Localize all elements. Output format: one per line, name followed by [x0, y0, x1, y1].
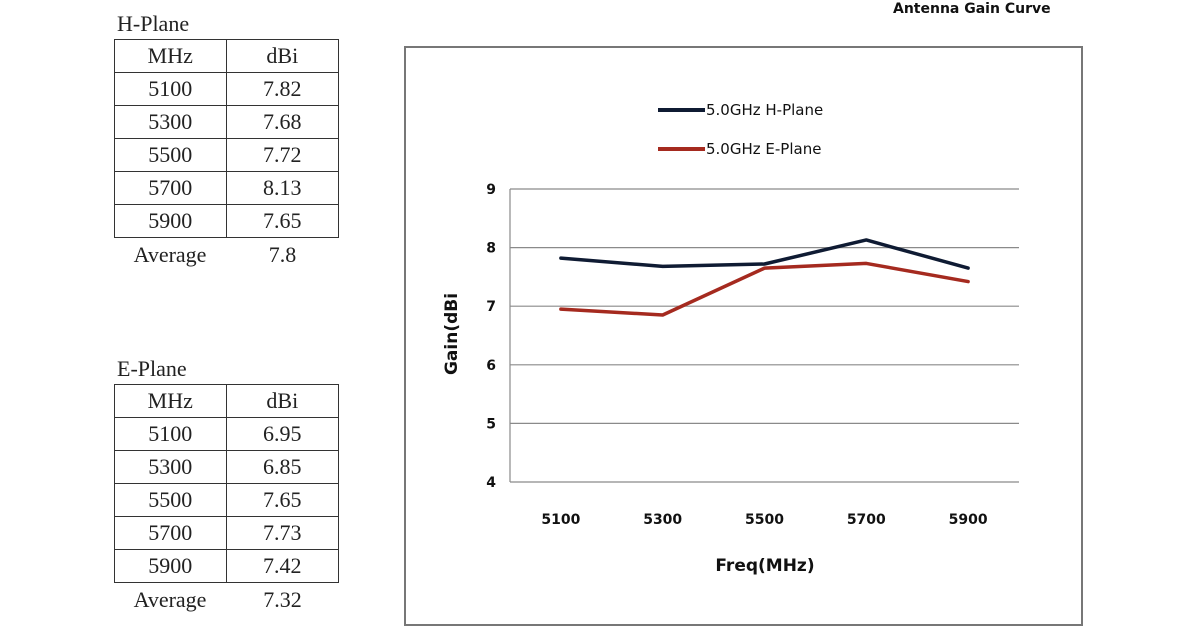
y-tick-label: 5	[486, 416, 496, 432]
h-plane-table: MHz dBi 5100 7.82 5300 7.68 5500 7.72 57…	[114, 39, 340, 238]
cell-dbi: 7.82	[225, 72, 340, 106]
e-plane-table: MHz dBi 5100 6.95 5300 6.85 5500 7.65 57…	[114, 384, 340, 583]
table-row: 5300 7.68	[114, 105, 340, 139]
x-tick-label: 5300	[643, 512, 682, 528]
header-dbi: dBi	[225, 39, 340, 73]
e-plane-table-block: E-Plane MHz dBi 5100 6.95 5300 6.85 5500…	[114, 354, 344, 617]
header-mhz: MHz	[114, 39, 227, 73]
series-line	[559, 261, 970, 317]
average-value: 7.32	[263, 587, 302, 612]
cell-mhz: 5700	[114, 516, 227, 550]
chart-frame: 4 5 6 7 8 9 5100 5300 5500 5700 5900 5.0GHz H-Plan…	[404, 46, 1083, 626]
cell-dbi: 7.73	[225, 516, 340, 550]
header-mhz: MHz	[114, 384, 227, 418]
y-tick-label: 6	[486, 358, 496, 374]
average-label: Average	[133, 242, 207, 267]
axis-layer: 4 5 6 7 8 9 5100 5300 5500 5700 5900	[486, 182, 1019, 528]
y-tick-label: 7	[486, 299, 496, 315]
cell-dbi: 6.95	[225, 417, 340, 451]
table-row: 5700 8.13	[114, 171, 340, 205]
x-tick-label: 5100	[541, 512, 580, 528]
table-header-row: MHz dBi	[114, 384, 340, 418]
table-row: 5300 6.85	[114, 450, 340, 484]
y-tick-label: 8	[486, 241, 496, 257]
gain-chart: 4 5 6 7 8 9 5100 5300 5500 5700 5900 5.0GHz H-Plan…	[442, 101, 1019, 576]
cell-mhz: 5100	[114, 417, 227, 451]
cell-dbi: 7.42	[225, 549, 340, 583]
cell-mhz: 5500	[114, 483, 227, 517]
cell-mhz: 5300	[114, 450, 227, 484]
table-row: 5100 7.82	[114, 72, 340, 106]
h-plane-table-block: H-Plane MHz dBi 5100 7.82 5300 7.68 5500…	[114, 9, 344, 272]
y-axis-label: Gain(dBi	[442, 293, 462, 375]
page-title: Antenna Gain Curve	[893, 1, 1051, 17]
table-row: 5900 7.65	[114, 204, 340, 238]
h-plane-caption: H-Plane	[117, 11, 190, 36]
average-row: Average 7.8	[114, 238, 339, 272]
cell-mhz: 5500	[114, 138, 227, 172]
x-tick-label: 5900	[949, 512, 988, 528]
cell-dbi: 8.13	[225, 171, 340, 205]
cell-dbi: 7.65	[225, 483, 340, 517]
cell-mhz: 5900	[114, 549, 227, 583]
cell-mhz: 5700	[114, 171, 227, 205]
x-axis-label: Freq(MHz)	[715, 556, 814, 576]
legend-entry: 5.0GHz E-Plane	[706, 140, 821, 158]
table-row: 5900 7.42	[114, 549, 340, 583]
cell-dbi: 7.68	[225, 105, 340, 139]
table-header-row: MHz dBi	[114, 39, 340, 73]
cell-mhz: 5300	[114, 105, 227, 139]
cell-dbi: 7.65	[225, 204, 340, 238]
cell-mhz: 5100	[114, 72, 227, 106]
y-tick-label: 4	[486, 475, 496, 491]
table-row: 5100 6.95	[114, 417, 340, 451]
cell-dbi: 6.85	[225, 450, 340, 484]
average-label: Average	[133, 587, 207, 612]
cell-mhz: 5900	[114, 204, 227, 238]
x-tick-label: 5500	[745, 512, 784, 528]
series-layer	[559, 238, 970, 317]
grid-layer	[510, 188, 1019, 424]
header-dbi: dBi	[225, 384, 340, 418]
y-tick-label: 9	[486, 182, 496, 198]
table-row: 5700 7.73	[114, 516, 340, 550]
average-row: Average 7.32	[114, 583, 339, 617]
x-tick-label: 5700	[847, 512, 886, 528]
cell-dbi: 7.72	[225, 138, 340, 172]
legend-entry: 5.0GHz H-Plane	[706, 101, 823, 119]
table-row: 5500 7.72	[114, 138, 340, 172]
series-line	[559, 238, 970, 270]
table-row: 5500 7.65	[114, 483, 340, 517]
average-value: 7.8	[268, 242, 297, 267]
legend-layer: 5.0GHz H-Plane 5.0GHz E-Plane	[658, 101, 823, 158]
e-plane-caption: E-Plane	[117, 356, 187, 381]
